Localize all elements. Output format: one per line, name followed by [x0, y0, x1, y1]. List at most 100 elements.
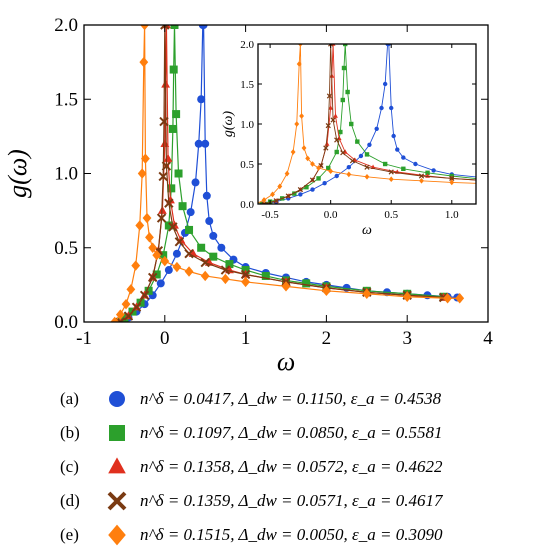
main-series-b-point-10 [169, 65, 178, 74]
inset-series-b-point-12 [345, 89, 350, 95]
inset-series-e-point-13 [316, 165, 321, 171]
inset-series-e-point-2 [270, 191, 275, 198]
inset-plot: -0.5 0.0 0.5 1.0 0.0 0.5 1.0 1.5 2.0 ω g(ω) [221, 39, 514, 238]
main-series-b-point-4 [144, 286, 153, 295]
main-series-d-point-15 [200, 257, 210, 268]
main-series-b-point-17 [209, 252, 218, 261]
legend-marker-shape-e [108, 524, 126, 546]
inset-series-a-point-18 [401, 155, 406, 160]
legend-text: n^δ = 0.0417, Δ_dw = 0.1150, ε_a = 0.453… [140, 389, 442, 408]
legend-text: n^δ = 0.1358, Δ_dw = 0.0572, ε_a = 0.462… [140, 457, 443, 476]
inset-series-a-point-7 [346, 165, 352, 170]
legend-label: (c) [60, 457, 79, 476]
main-series-d-point-16 [220, 265, 231, 275]
main-series-e-point-11 [145, 232, 154, 243]
main-series-a-point-16 [202, 191, 211, 200]
inset-series-e-point-14 [328, 168, 334, 175]
inset-series-b-point-17 [401, 166, 406, 171]
inset-series-a-point-17 [395, 147, 400, 152]
inset-series-e-point-10 [301, 145, 307, 151]
inset-x-tick-label: 0.0 [324, 209, 338, 221]
main-series-a-point-15 [201, 139, 210, 148]
legend-marker-c [108, 457, 126, 474]
main-series-e-point-17 [200, 270, 210, 282]
main-series-d-point-6 [156, 213, 167, 223]
inset-series-e-point-12 [310, 161, 315, 167]
main-series-e-point-25 [455, 293, 465, 304]
main-series-d-point-4 [147, 272, 158, 283]
legend-marker-d [107, 491, 127, 511]
main-x-tick-label: 1 [241, 328, 251, 349]
legend-marker-shape-d [107, 491, 127, 511]
inset-series-e-point-18 [419, 177, 424, 184]
main-series-e-point-22 [362, 288, 372, 299]
inset-x-axis-label: ω [362, 223, 372, 238]
main-series-e-point-2 [121, 298, 131, 310]
legend-marker-e [108, 524, 126, 546]
inset-series-e-point-7 [296, 61, 302, 67]
main-series-b-point-13 [174, 169, 183, 178]
main-series-d-point-7 [158, 171, 168, 182]
inset-series-b-point-0 [259, 201, 264, 204]
main-series-e-point-18 [221, 273, 230, 285]
main-series-b-point-14 [178, 202, 187, 211]
inset-series-a-point-4 [310, 187, 315, 192]
main-y-tick-label: 1.5 [54, 89, 78, 110]
main-series-d-point-3 [139, 290, 150, 300]
inset-series-d-point-17 [449, 175, 455, 182]
inset-series-d-point-0 [261, 201, 267, 204]
main-series-e-point-4 [131, 260, 141, 271]
main-series-a-point-19 [217, 243, 226, 252]
inset-y-tick-label: 0.0 [240, 199, 254, 211]
main-series-a-point-9 [186, 208, 195, 217]
main-series-a-point-11 [194, 139, 203, 148]
figure: -1 0 1 2 3 4 0.0 0.5 1.0 1.5 2.0 ω g(ω) -0.5 0.0 0.5 1.… [3, 15, 514, 376]
main-series-a-point-7 [172, 249, 181, 258]
inset-series-a-point-16 [391, 133, 396, 139]
inset-series-b-point-13 [349, 121, 354, 127]
main-x-tick-label: 2 [322, 328, 332, 349]
inset-series-b-point-10 [341, 65, 347, 71]
inset-series-a-point-15 [389, 105, 394, 111]
inset-series-b-point-9 [340, 97, 345, 103]
inset-series-d-point-2 [285, 193, 291, 199]
inset-series-d-point-6 [323, 145, 329, 151]
inset-series-d-point-4 [309, 177, 316, 183]
inset-y-tick-label: 1.5 [240, 79, 254, 91]
main-series-a-point-18 [209, 231, 218, 240]
inset-series-b-point-3 [292, 191, 297, 196]
inset-series-c-point-13 [352, 157, 358, 162]
main-series-d-point-12 [168, 222, 178, 232]
main-series-d-point-10 [161, 161, 172, 171]
inset-series-b-point-21 [510, 179, 514, 183]
main-series-e-point-20 [281, 281, 291, 292]
legend-label: (d) [60, 491, 80, 510]
main-series-d-point-2 [131, 302, 142, 312]
legend-label: (e) [60, 525, 79, 544]
main-series-a-point-17 [205, 217, 214, 226]
main-series-d-point-17 [240, 269, 251, 280]
legend-marker-a [109, 391, 125, 407]
main-series-e-point-21 [322, 285, 331, 297]
inset-series-a-point-5 [322, 181, 327, 186]
main-series-a-point-6 [164, 266, 173, 275]
main-series-d-point-0 [115, 317, 126, 322]
main-y-tick-label: 1.0 [54, 164, 78, 185]
legend-entry-a: (a) n^δ = 0.0417, Δ_dw = 0.1150, ε_a = 0… [60, 382, 441, 416]
inset-series-c-point-12 [342, 149, 348, 154]
inset-series [258, 44, 514, 204]
inset-series-a-point-19 [413, 161, 418, 167]
legend-marker-b [109, 425, 125, 441]
inset-series-e-point-5 [290, 149, 296, 155]
inset-series-d-point-12 [340, 150, 346, 156]
main-series-e-point-1 [115, 309, 125, 320]
main-series-e-point-15 [172, 261, 182, 273]
inset-series-a-point-10 [374, 126, 379, 131]
inset-series-e-point-17 [388, 176, 394, 183]
main-series-e-point-9 [141, 153, 150, 164]
main-series-e-point-23 [402, 291, 412, 302]
legend-entry-e: (e) n^δ = 0.1515, Δ_dw = 0.0050, ε_a = 0… [60, 518, 442, 552]
main-y-tick-label: 2.0 [54, 15, 78, 36]
main-series-e-point-19 [241, 276, 250, 288]
inset-series-d-point-16 [418, 173, 425, 179]
